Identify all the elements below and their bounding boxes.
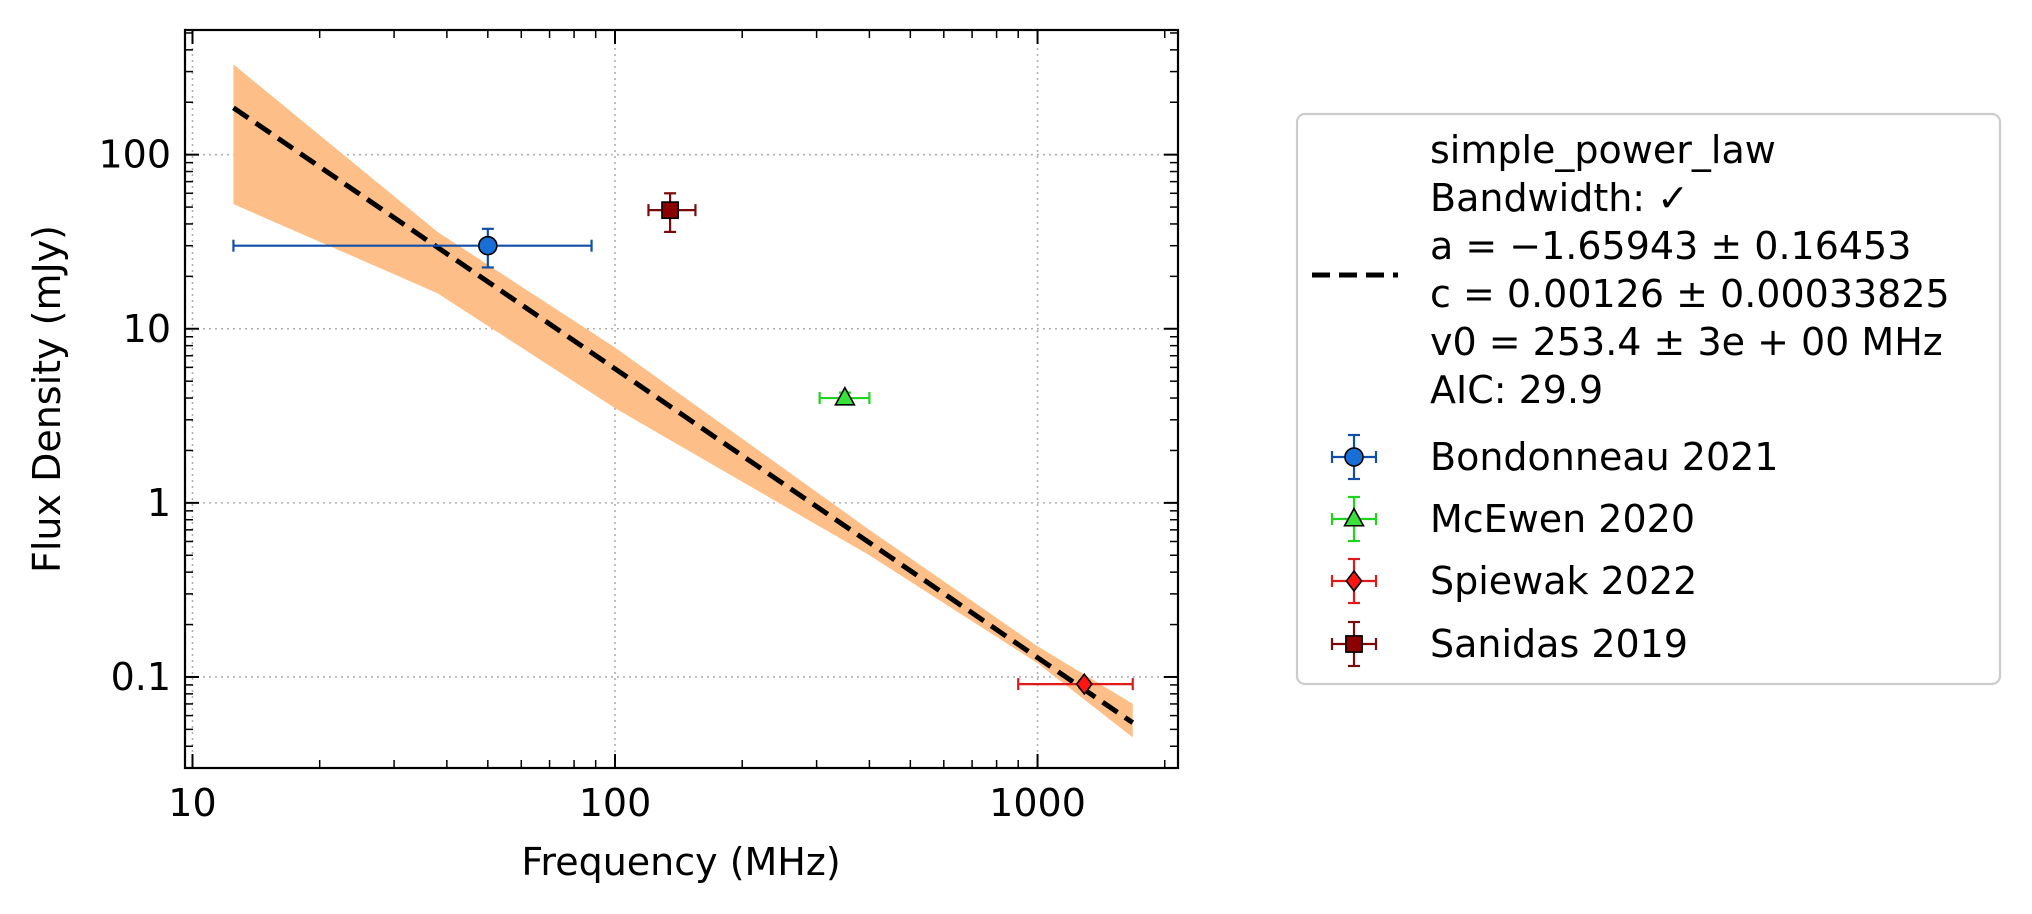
legend: simple_power_law Bandwidth: ✓ a = −1.65943… — [1295, 112, 2002, 686]
legend-marker — [1344, 447, 1364, 467]
legend-fit-line: v0 = 253.4 ± 3e + 00 MHz — [1430, 320, 1943, 364]
data-point — [834, 386, 856, 406]
data-point-group — [647, 192, 697, 234]
legend-box — [1295, 112, 2002, 686]
fit-line-layer — [232, 105, 1135, 725]
legend-entry: Bondonneau 2021 — [1330, 433, 1778, 481]
y-tick-label: 0.1 — [111, 655, 171, 699]
y-tick-label: 10 — [123, 307, 171, 351]
data-point-group — [1017, 672, 1134, 696]
data-point-group — [818, 386, 871, 406]
legend-fit-line: c = 0.00126 ± 0.00033825 — [1430, 272, 1950, 316]
legend-marker — [1345, 635, 1363, 653]
data-point — [1075, 672, 1093, 696]
x-tick-label: 100 — [579, 781, 652, 825]
y-tick-label: 100 — [98, 133, 171, 177]
plot-frame — [183, 28, 1180, 770]
data-point — [478, 235, 498, 256]
legend-fit-line: AIC: 29.9 — [1430, 368, 1603, 412]
legend-marker — [1343, 506, 1365, 527]
axis-ticks: 10 100 1000 0.1 1 10 100 — [98, 30, 1178, 825]
fit-uncertainty-band — [233, 64, 1133, 738]
plot-border — [183, 28, 1180, 770]
legend-entry: Sanidas 2019 — [1330, 620, 1688, 668]
legend-entry: McEwen 2020 — [1330, 495, 1695, 543]
x-axis-label: Frequency (MHz) — [521, 840, 840, 884]
legend-fit-line: Bandwidth: ✓ — [1430, 176, 1689, 220]
legend-label: Spiewak 2022 — [1430, 559, 1697, 603]
legend-fit-text: simple_power_law Bandwidth: ✓ a = −1.65943… — [1430, 128, 1950, 412]
x-tick-label: 1000 — [989, 781, 1086, 825]
y-axis-label: Flux Density (mJy) — [25, 225, 69, 573]
data-points-layer — [232, 192, 1134, 696]
legend-fit-line: a = −1.65943 ± 0.16453 — [1430, 224, 1911, 268]
legend-fit-line: simple_power_law — [1430, 128, 1776, 172]
x-tick-label: 10 — [168, 781, 216, 825]
legend-marker — [1345, 569, 1363, 593]
legend-label: Bondonneau 2021 — [1430, 435, 1778, 479]
data-point — [661, 201, 679, 220]
data-point-group — [232, 227, 593, 269]
y-tick-label: 1 — [147, 481, 171, 525]
fit-line — [232, 105, 1135, 725]
fit-band-layer — [233, 64, 1133, 738]
legend-label: McEwen 2020 — [1430, 497, 1695, 541]
legend-label: Sanidas 2019 — [1430, 622, 1688, 666]
legend-entry: Spiewak 2022 — [1330, 557, 1697, 605]
